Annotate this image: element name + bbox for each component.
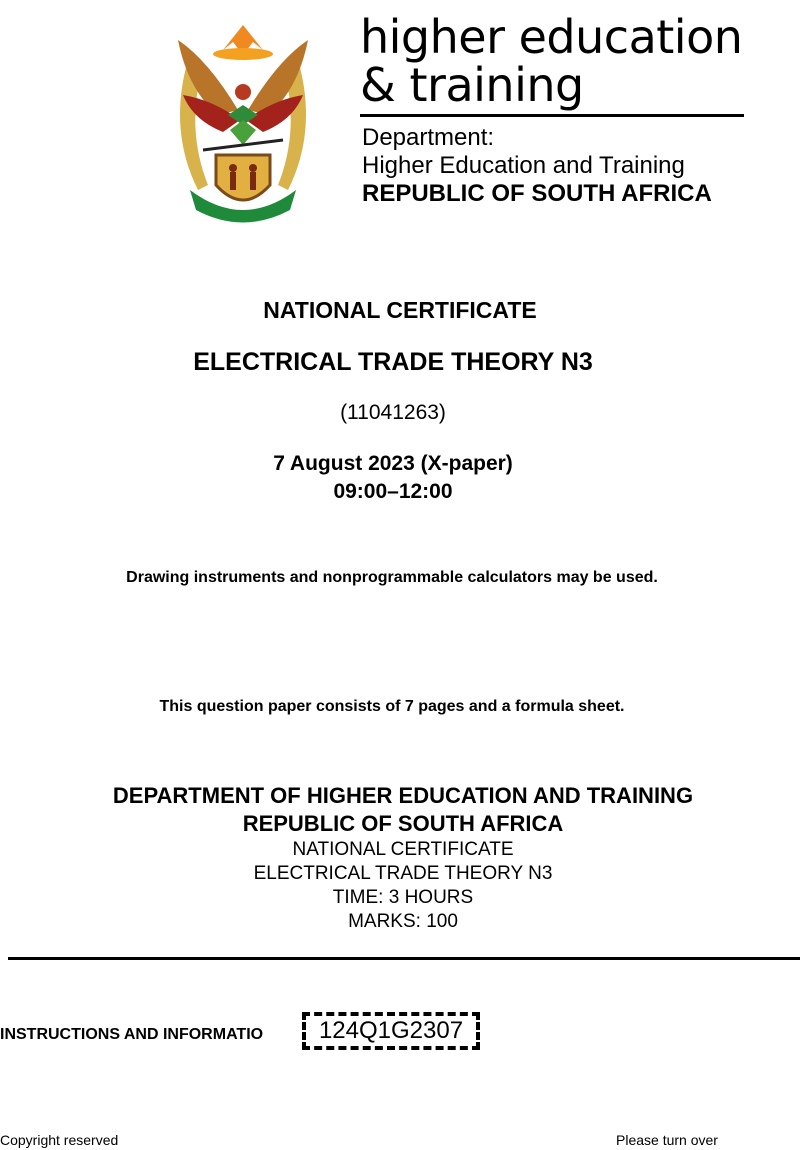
turn-over-footer: Please turn over (616, 1132, 718, 1148)
pages-note: This question paper consists of 7 pages … (159, 698, 625, 715)
coat-of-arms-logo (178, 25, 308, 223)
subject-code: (11041263) (340, 401, 446, 424)
instruments-note: Drawing instruments and nonprogrammable … (126, 569, 658, 586)
subject-line: ELECTRICAL TRADE THEORY N3 (253, 863, 553, 884)
paper-code-box: 124Q1G2307 (302, 1012, 480, 1050)
republic-heading: REPUBLIC OF SOUTH AFRICA (242, 811, 564, 836)
subject-title: ELECTRICAL TRADE THEORY N3 (193, 348, 593, 376)
department-heading: DEPARTMENT OF HIGHER EDUCATION AND TRAIN… (112, 783, 694, 808)
time-line: TIME: 3 HOURS (332, 887, 474, 908)
exam-date: 7 August 2023 (X-paper) (273, 452, 513, 475)
exam-time: 09:00–12:00 (333, 480, 453, 503)
marks-line: MARKS: 100 (348, 911, 458, 932)
horizontal-rule (8, 957, 800, 960)
department-label: Department: (362, 124, 495, 151)
copyright-footer: Copyright reserved (0, 1132, 119, 1148)
brand-divider (360, 114, 744, 117)
brand-line-2: & training (360, 58, 584, 112)
brand-line-1: higher education (360, 10, 743, 64)
certificate-title: NATIONAL CERTIFICATE (263, 297, 537, 323)
certificate-line: NATIONAL CERTIFICATE (292, 839, 514, 860)
country-name: REPUBLIC OF SOUTH AFRICA (362, 180, 712, 207)
department-name: Higher Education and Training (362, 152, 685, 179)
instructions-heading: INSTRUCTIONS AND INFORMATIO (0, 1026, 264, 1043)
